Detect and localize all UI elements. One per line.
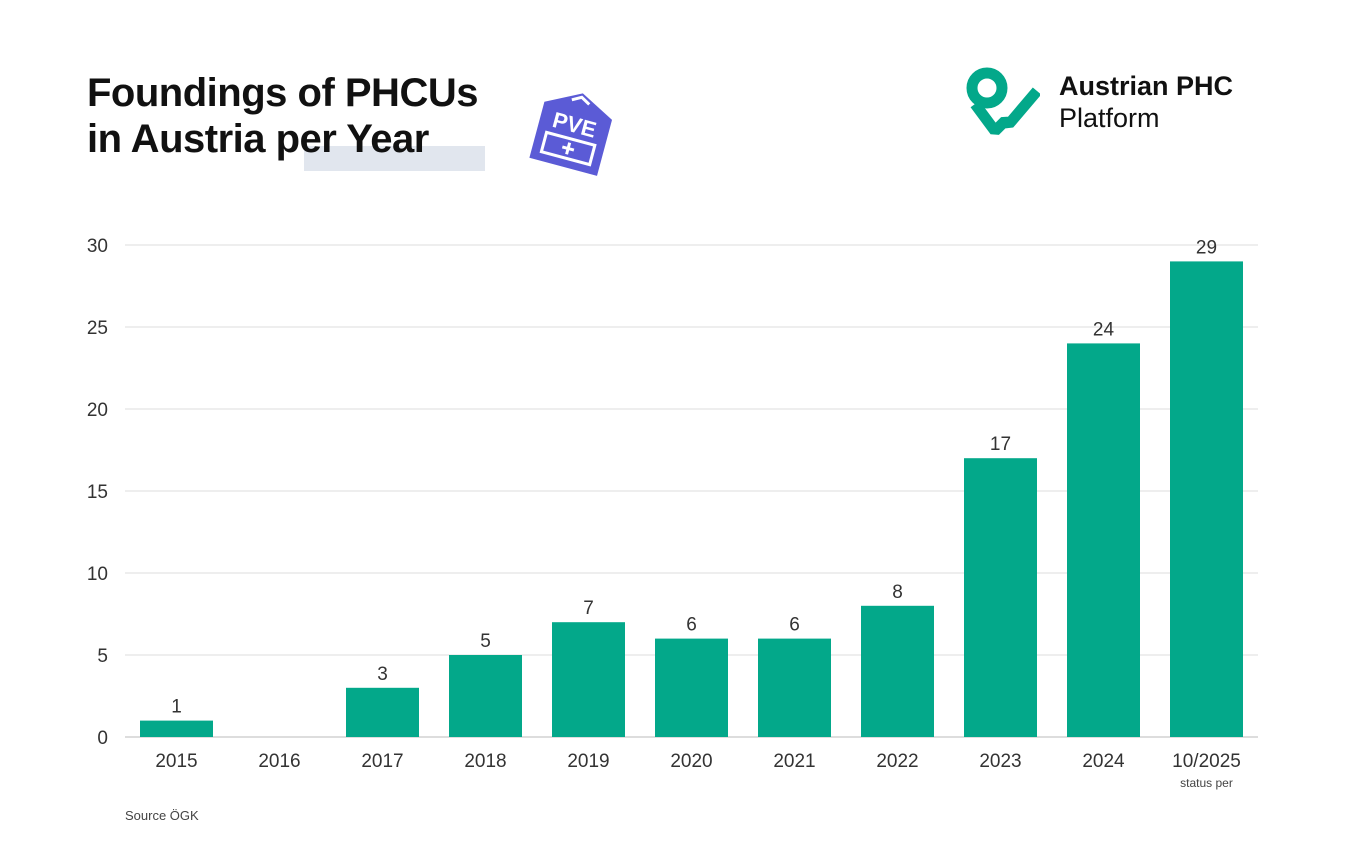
data-label: 8: [892, 582, 903, 603]
bar: [861, 605, 934, 737]
data-label: 5: [480, 631, 491, 652]
bar: [346, 687, 419, 737]
bar: [449, 655, 522, 737]
y-tick-label: 5: [97, 646, 108, 667]
data-label: 6: [686, 615, 697, 636]
pve-badge-icon: PVE: [529, 93, 613, 176]
chart-title: Foundings of PHCUs in Austria per Year: [87, 70, 478, 162]
bar: [964, 458, 1037, 737]
y-tick-label: 20: [87, 400, 108, 421]
data-label: 17: [990, 434, 1011, 455]
x-tick-label: 10/2025: [1172, 751, 1241, 772]
austrian-phc-logo-icon: [966, 67, 1040, 135]
brand-line-2: Platform: [1059, 103, 1160, 133]
x-tick-label: 2017: [361, 751, 403, 772]
data-label: 1: [171, 697, 182, 718]
title-line-2: in Austria per Year: [87, 117, 429, 161]
y-tick-label: 0: [97, 728, 108, 749]
x-tick-label: 2019: [567, 751, 609, 772]
data-label: 29: [1196, 237, 1217, 258]
title-highlight: [304, 146, 485, 171]
x-tick-label: 2020: [670, 751, 712, 772]
y-tick-label: 30: [87, 236, 108, 257]
source-note: Source ÖGK: [125, 808, 199, 823]
bar: [1067, 343, 1140, 737]
brand-line-1: Austrian PHC: [1059, 71, 1234, 101]
x-tick-label: 2016: [258, 751, 300, 772]
x-tick-label: 2015: [155, 751, 197, 772]
data-label: 3: [377, 664, 388, 685]
status-annotation: status per: [1180, 776, 1233, 790]
y-tick-label: 10: [87, 564, 108, 585]
x-tick-label: 2018: [464, 751, 506, 772]
bar: [1170, 261, 1243, 737]
x-tick-label: 2021: [773, 751, 815, 772]
y-tick-label: 25: [87, 318, 108, 339]
bar: [655, 638, 728, 737]
title-line-1: Foundings of PHCUs: [87, 71, 478, 115]
x-tick-label: 2024: [1082, 751, 1125, 772]
brand-name: Austrian PHC Platform: [1059, 70, 1233, 134]
x-tick-label: 2023: [979, 751, 1021, 772]
data-label: 6: [789, 615, 800, 636]
bar: [758, 638, 831, 737]
y-tick-label: 15: [87, 482, 108, 503]
x-tick-label: 2022: [876, 751, 918, 772]
data-label: 7: [583, 598, 594, 619]
bar: [552, 622, 625, 737]
data-label: 24: [1093, 319, 1115, 340]
bar: [140, 720, 213, 737]
